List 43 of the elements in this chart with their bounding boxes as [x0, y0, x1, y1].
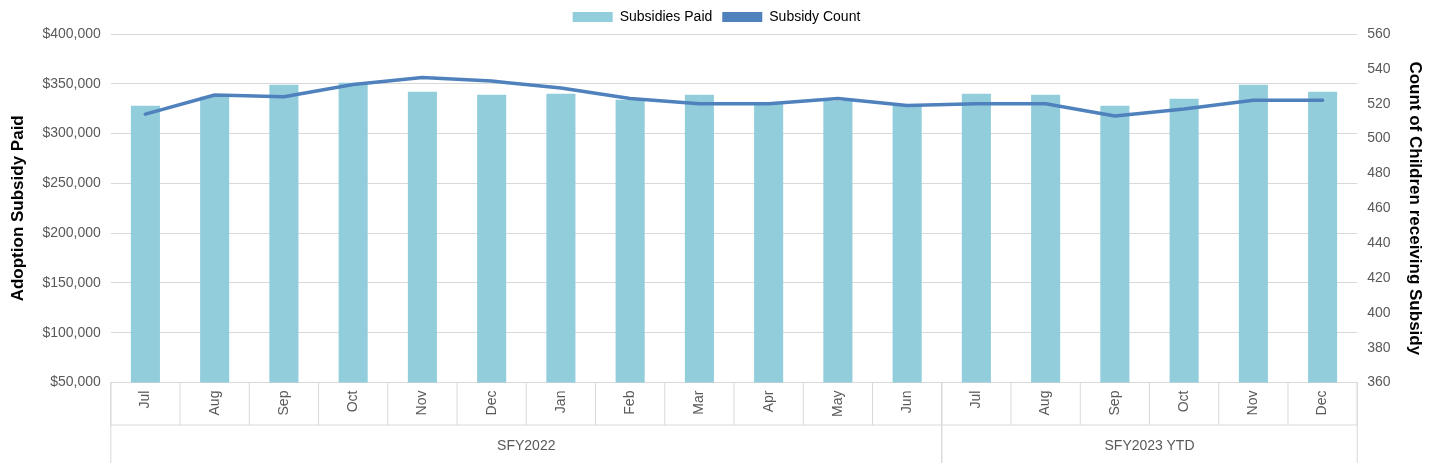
x-tick-label: Jul — [967, 390, 984, 409]
x-tick-label: Nov — [413, 390, 430, 416]
x-tick-label: Sep — [274, 390, 291, 416]
text: SFY2023 YTD — [1104, 436, 1195, 453]
x-tick-label: Aug — [1036, 390, 1053, 416]
y-tick-label: $50,000 — [50, 373, 101, 390]
y2-tick-label: 360 — [1367, 373, 1391, 390]
text: SFY2022 — [497, 436, 556, 453]
y2-tick-label: 500 — [1367, 129, 1391, 146]
y2-tick-label: 460 — [1367, 199, 1391, 216]
x-tick-label: Dec — [1313, 390, 1330, 416]
x-tick-label: Mar — [690, 390, 707, 415]
y2-tick-label: 420 — [1367, 268, 1391, 285]
x-tick-label: Oct — [344, 390, 361, 413]
y-tick-label: $200,000 — [42, 224, 101, 241]
y-tick-label: $250,000 — [42, 174, 101, 191]
y-tick-label: $400,000 — [42, 24, 101, 41]
y2-axis-title: Count of Children receiving Subsidy — [1406, 61, 1426, 356]
x-tick-label: Nov — [1244, 390, 1261, 416]
y2-tick-label: 560 — [1367, 24, 1391, 41]
y-tick-label: $350,000 — [42, 74, 101, 91]
y2-tick-label: 400 — [1367, 303, 1391, 320]
y-tick-label: $150,000 — [42, 273, 101, 290]
x-tick-label: Jan — [551, 390, 568, 414]
y-axis-title: Adoption Subsidy Paid — [7, 115, 27, 302]
y2-tick-label: 380 — [1367, 338, 1391, 355]
y-tick-label: $100,000 — [42, 323, 101, 340]
x-tick-label: Dec — [482, 390, 499, 416]
legend-label: Subsidy Count — [769, 7, 861, 24]
x-tick-label: May — [828, 390, 845, 417]
y2-tick-label: 520 — [1367, 94, 1391, 111]
y2-tick-label: 440 — [1367, 233, 1391, 250]
legend-label: Subsidies Paid — [619, 7, 713, 24]
x-tick-label: Apr — [759, 390, 776, 413]
x-tick-label: Jul — [136, 390, 153, 409]
x-tick-label: Jun — [897, 390, 914, 414]
x-tick-label: Feb — [621, 390, 638, 415]
x-tick-label: Sep — [1105, 390, 1122, 416]
y-tick-label: $300,000 — [42, 124, 101, 141]
y2-tick-label: 480 — [1367, 164, 1391, 181]
x-tick-label: Aug — [205, 390, 222, 416]
x-tick-label: Oct — [1174, 390, 1191, 413]
y2-tick-label: 540 — [1367, 59, 1391, 76]
